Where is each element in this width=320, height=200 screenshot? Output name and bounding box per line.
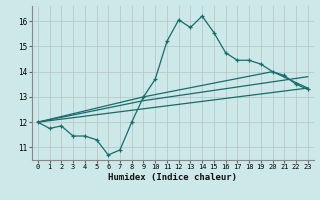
X-axis label: Humidex (Indice chaleur): Humidex (Indice chaleur) (108, 173, 237, 182)
